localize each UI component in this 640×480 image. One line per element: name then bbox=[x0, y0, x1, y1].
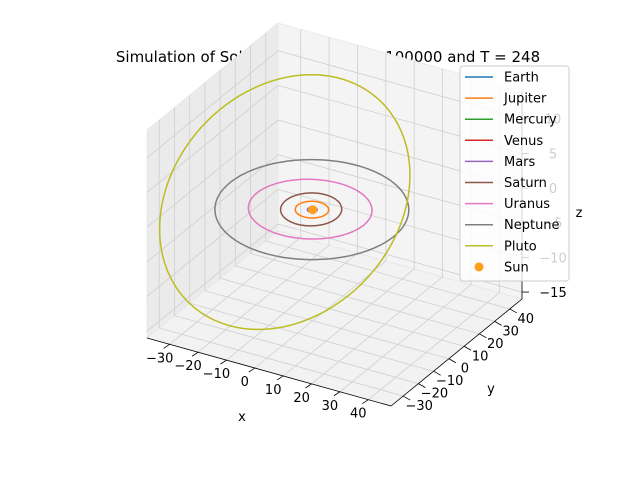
y-tick-mark bbox=[479, 333, 487, 339]
y-tick-mark bbox=[402, 395, 411, 401]
x-tick-label: −30 bbox=[146, 351, 173, 366]
y-tick-mark bbox=[448, 358, 457, 364]
y-tick-mark bbox=[463, 345, 472, 351]
y-tick-label: 0 bbox=[461, 362, 469, 377]
y-tick-label: −30 bbox=[405, 399, 432, 414]
x-gridline bbox=[169, 29, 302, 345]
legend-label-earth: Earth bbox=[504, 71, 539, 86]
y-gridline bbox=[265, 33, 510, 310]
x-tick-mark bbox=[276, 375, 284, 381]
marker-sun bbox=[308, 205, 318, 215]
y-gridline bbox=[204, 82, 450, 360]
x-tick-mark bbox=[305, 383, 312, 389]
z-gridline bbox=[146, 154, 523, 263]
axes-grid bbox=[146, 29, 523, 401]
z-axis-label: z bbox=[576, 206, 583, 221]
y-tick-label: 30 bbox=[502, 324, 519, 339]
orbit-jupiter bbox=[294, 200, 330, 219]
z-tick-label: −15 bbox=[539, 286, 566, 301]
x-tick-label: 10 bbox=[265, 383, 282, 398]
z-gridline bbox=[146, 84, 523, 193]
x-tick-label: 40 bbox=[350, 407, 367, 422]
x-tick-mark bbox=[362, 399, 369, 405]
legend-label-pluto: Pluto bbox=[504, 239, 537, 254]
x-tick-label: 20 bbox=[293, 391, 310, 406]
x-gridline bbox=[311, 68, 444, 385]
orbit-pluto bbox=[158, 73, 411, 331]
y-tick-mark bbox=[494, 321, 502, 326]
orbit-series bbox=[158, 73, 411, 331]
y-tick-label: 40 bbox=[518, 312, 535, 327]
legend-label-neptune: Neptune bbox=[504, 218, 560, 233]
x-tick-mark bbox=[248, 367, 256, 373]
x-tick-label: −20 bbox=[174, 359, 201, 374]
x-gridline bbox=[282, 61, 415, 377]
y-tick-label: 20 bbox=[487, 337, 504, 352]
y-tick-mark bbox=[418, 383, 426, 388]
x-tick-mark bbox=[163, 343, 170, 349]
legend: Earth Jupiter Mercury Venus Mars Saturn Uranus… bbox=[459, 65, 570, 282]
y-tick-mark bbox=[433, 370, 441, 376]
legend-label-uranus: Uranus bbox=[504, 197, 550, 212]
y-tick-label: 10 bbox=[472, 349, 489, 364]
x-tick-mark bbox=[333, 391, 341, 397]
y-gridline bbox=[234, 57, 480, 335]
x-tick-mark bbox=[191, 351, 199, 357]
legend-label-venus: Venus bbox=[504, 134, 543, 149]
x-axis-label: x bbox=[238, 410, 246, 425]
legend-label-sun: Sun bbox=[504, 260, 529, 275]
y-gridline bbox=[219, 70, 465, 347]
z-gridline bbox=[146, 119, 523, 228]
orbit-neptune bbox=[214, 158, 410, 261]
x-tick-mark bbox=[220, 359, 227, 365]
x-tick-label: −10 bbox=[203, 367, 230, 382]
y-gridline bbox=[173, 107, 419, 384]
x-tick-label: 0 bbox=[241, 375, 249, 390]
legend-label-mars: Mars bbox=[504, 155, 536, 170]
x-axis-line bbox=[146, 337, 392, 407]
y-tick-label: −10 bbox=[436, 374, 463, 389]
z-gridline bbox=[146, 223, 523, 332]
legend-marker-sun bbox=[474, 262, 484, 272]
x-gridline bbox=[197, 37, 330, 353]
z-gridline bbox=[146, 188, 523, 297]
orbit-saturn bbox=[279, 192, 343, 227]
x-gridline bbox=[254, 53, 387, 369]
y-axis-line bbox=[390, 298, 523, 407]
x-tick-label: 30 bbox=[322, 399, 339, 414]
orbit-uranus bbox=[247, 178, 373, 240]
y-gridline bbox=[250, 45, 495, 322]
legend-label-saturn: Saturn bbox=[504, 176, 547, 191]
y-tick-mark bbox=[509, 308, 518, 314]
y-gridline bbox=[158, 120, 404, 397]
y-axis-label: y bbox=[487, 382, 495, 397]
legend-label-jupiter: Jupiter bbox=[503, 92, 547, 107]
y-tick-label: −20 bbox=[421, 387, 448, 402]
z-gridline bbox=[146, 50, 523, 159]
legend-label-mercury: Mercury bbox=[504, 113, 557, 128]
